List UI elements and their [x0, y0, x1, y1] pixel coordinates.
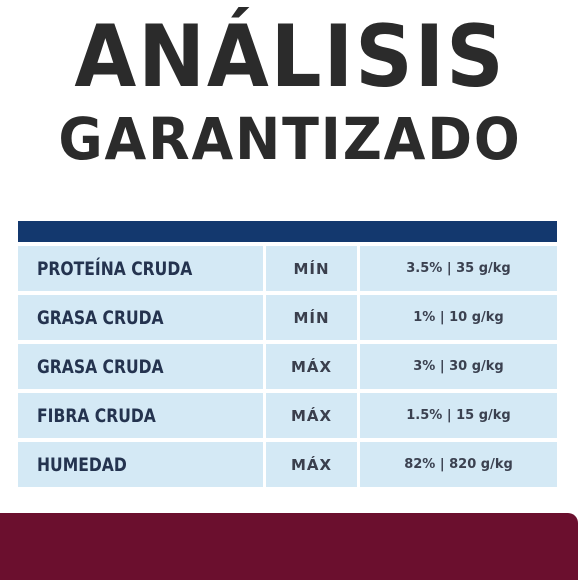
table-row: HUMEDAD MÁX 82% | 820 g/kg — [18, 442, 557, 487]
value-cell: 3% | 30 g/kg — [360, 344, 557, 389]
limit-type-cell: MÁX — [266, 344, 357, 389]
table-row: GRASA CRUDA MÁX 3% | 30 g/kg — [18, 344, 557, 389]
nutrient-cell: PROTEÍNA CRUDA — [18, 246, 263, 291]
table-row: PROTEÍNA CRUDA MÍN 3.5% | 35 g/kg — [18, 246, 557, 291]
value-cell: 1.5% | 15 g/kg — [360, 393, 557, 438]
value-cell: 3.5% | 35 g/kg — [360, 246, 557, 291]
limit-type-label: MÁX — [290, 455, 333, 474]
nutrient-label: FIBRA CRUDA — [37, 404, 156, 427]
value-label: 3.5% | 35 g/kg — [406, 261, 511, 276]
table-header-bar — [18, 221, 557, 242]
nutrient-label: PROTEÍNA CRUDA — [37, 257, 193, 280]
value-cell: 82% | 820 g/kg — [360, 442, 557, 487]
limit-type-cell: MÁX — [266, 393, 357, 438]
nutrient-cell: GRASA CRUDA — [18, 344, 263, 389]
nutrient-cell: GRASA CRUDA — [18, 295, 263, 340]
value-label: 1% | 10 g/kg — [413, 310, 504, 325]
limit-type-label: MÍN — [293, 259, 330, 278]
limit-type-cell: MÍN — [266, 295, 357, 340]
page-subtitle: GARANTIZADO — [58, 105, 522, 173]
limit-type-label: MÁX — [290, 357, 333, 376]
table-row: FIBRA CRUDA MÁX 1.5% | 15 g/kg — [18, 393, 557, 438]
limit-type-label: MÍN — [293, 308, 330, 327]
limit-type-label: MÁX — [290, 406, 333, 425]
value-label: 82% | 820 g/kg — [404, 457, 513, 472]
nutrient-cell: FIBRA CRUDA — [18, 393, 263, 438]
table-row: GRASA CRUDA MÍN 1% | 10 g/kg — [18, 295, 557, 340]
value-label: 3% | 30 g/kg — [413, 359, 504, 374]
limit-type-cell: MÍN — [266, 246, 357, 291]
value-label: 1.5% | 15 g/kg — [406, 408, 511, 423]
nutrient-label: GRASA CRUDA — [37, 306, 164, 329]
nutrient-cell: HUMEDAD — [18, 442, 263, 487]
limit-type-cell: MÁX — [266, 442, 357, 487]
nutrient-label: HUMEDAD — [37, 453, 127, 476]
page-title: ANÁLISIS — [74, 7, 506, 107]
bottom-color-band — [0, 513, 578, 580]
value-cell: 1% | 10 g/kg — [360, 295, 557, 340]
nutrient-label: GRASA CRUDA — [37, 355, 164, 378]
